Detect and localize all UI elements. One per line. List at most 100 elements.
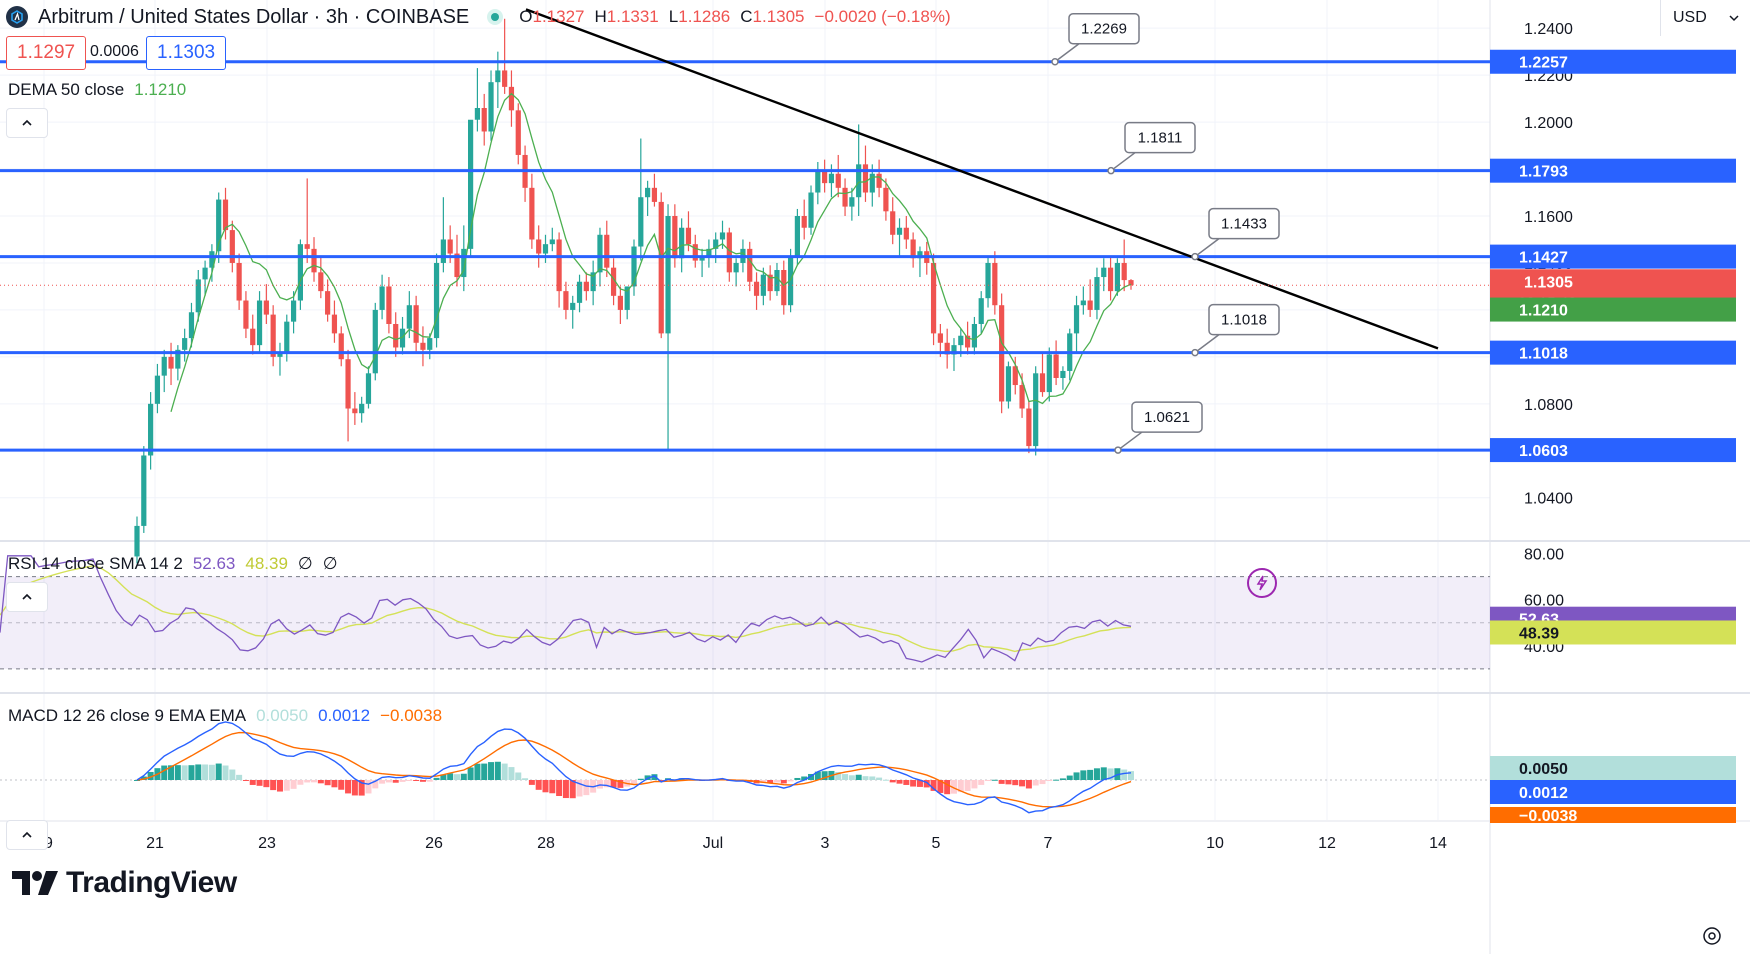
callout-label: 1.1018 (1221, 312, 1267, 329)
macd-histogram-bar (1025, 780, 1032, 789)
time-tick-label: 3 (821, 835, 830, 852)
macd-histogram-bar (1046, 780, 1053, 781)
macd-histogram-bar (147, 771, 154, 780)
alert-lightning-icon[interactable] (1247, 568, 1277, 598)
ohlc-item: −0.0020 (−0.18%) (814, 7, 951, 26)
candle-body (379, 286, 385, 310)
price-axis[interactable]: 1.24001.22001.20001.18001.16001.14001.12… (0, 21, 1736, 825)
rsi-legend[interactable]: RSI 14 close SMA 14 2 52.63 48.39 ∅ ∅ (8, 554, 338, 574)
macd-value-tag: 0.0012 (1519, 785, 1568, 802)
arbitrum-logo-icon (6, 6, 28, 28)
time-tick-label: 14 (1429, 835, 1447, 852)
macd-histogram-bar (345, 780, 352, 794)
candle-body (903, 227, 909, 240)
ohlc-item: O1.1327 (519, 7, 585, 26)
rsi-tick-label: 60.00 (1524, 593, 1564, 610)
macd-histogram-bar (1087, 769, 1094, 780)
macd-histogram-bar (508, 767, 515, 780)
price-callouts[interactable]: 1.2269 1.1811 1.1433 1.1018 1.0621 (1051, 12, 1280, 454)
macd-value: 0.0012 (318, 706, 371, 725)
settings-gear-icon[interactable] (1700, 924, 1724, 948)
candle-body (433, 262, 440, 339)
candle-body (338, 333, 344, 360)
macd-histogram-bar (930, 780, 937, 791)
callout-box (1068, 12, 1140, 45)
dema-line (170, 92, 1132, 412)
candle-body (325, 291, 331, 315)
candle-body (372, 309, 378, 374)
macd-histogram-bar (440, 774, 447, 780)
macd-hist-value: 0.0050 (256, 706, 309, 725)
support-resistance-levels[interactable] (0, 60, 1490, 452)
candle-body (175, 349, 181, 369)
macd-histogram-bar (460, 773, 467, 780)
candle-body (1121, 262, 1127, 281)
level-price-tag-bg (1490, 244, 1736, 269)
candle-body (896, 227, 903, 235)
macd-histogram-bar (501, 763, 508, 780)
macd-histogram-bar (494, 761, 501, 780)
candle-body (318, 272, 324, 292)
candle-body (583, 281, 589, 292)
currency-label: USD (1673, 9, 1707, 26)
collapse-rsi-legend-button[interactable] (6, 582, 48, 612)
candle-body (481, 108, 487, 132)
candle-body (352, 408, 358, 414)
macd-histogram-bar (426, 780, 433, 782)
macd-histogram-bar (270, 780, 277, 791)
candle-body (808, 192, 814, 228)
candle-body (747, 248, 753, 282)
candle-body (468, 119, 474, 249)
candle-body (692, 244, 698, 261)
macd-histogram-bar (188, 765, 195, 780)
candle-body (229, 230, 235, 263)
candle-body (202, 267, 208, 280)
macd-histogram-bar (1080, 770, 1087, 780)
bid-price-button[interactable]: 1.1297 (6, 36, 87, 70)
macd-histogram-bar (1032, 780, 1039, 786)
macd-histogram-bar (202, 764, 209, 780)
candle-body (801, 216, 807, 228)
candle-body (971, 324, 978, 348)
callout-label: 1.0621 (1144, 409, 1190, 426)
macd-histogram-bar (215, 763, 222, 780)
currency-selector[interactable]: USD (1660, 0, 1750, 36)
macd-histogram-bar (399, 780, 406, 782)
candle-body (216, 199, 222, 252)
candle-body (542, 244, 549, 254)
rsi-band (0, 576, 1490, 781)
candle-body (393, 324, 399, 348)
macd-histogram-bar (971, 780, 978, 789)
chevron-up-icon (22, 593, 32, 600)
candle-body (1080, 300, 1086, 306)
collapse-macd-legend-button[interactable] (6, 820, 48, 850)
ohlc-item: C1.1305 (740, 7, 805, 26)
trendline[interactable] (525, 8, 1439, 350)
time-tick-label: 23 (258, 835, 276, 852)
macd-histogram-bar (651, 774, 658, 780)
time-tick-label: 10 (1206, 835, 1224, 852)
macd-histogram-bar (392, 780, 399, 783)
tradingview-logo[interactable]: TradingView (12, 866, 237, 900)
tradingview-mark-icon (12, 871, 58, 895)
macd-histogram-bar (311, 780, 318, 783)
rsi-ma-value-tag: 48.39 (1519, 625, 1559, 642)
macd-histogram-bar (780, 780, 787, 784)
chevron-down-icon (1729, 15, 1739, 22)
macd-histogram-bar (583, 780, 590, 796)
candle-body (536, 239, 542, 254)
ask-price-button[interactable]: 1.1303 (146, 36, 227, 70)
macd-signal-line (136, 731, 1132, 808)
market-status-icon[interactable] (487, 9, 504, 25)
dema-legend[interactable]: DEMA 50 close 1.1210 (8, 80, 186, 100)
symbol-title[interactable]: Arbitrum / United States Dollar · 3h · C… (38, 5, 470, 28)
macd-legend[interactable]: MACD 12 26 close 9 EMA EMA 0.0050 0.0012… (8, 706, 442, 726)
candle-body (930, 262, 937, 334)
indicator-lines (0, 92, 1134, 814)
candle-body (753, 281, 760, 296)
candle-body (529, 187, 535, 240)
time-axis[interactable]: 1921232628Jul357101214 (35, 835, 1447, 852)
candle-body (365, 373, 372, 404)
collapse-main-legend-button[interactable] (6, 108, 48, 138)
